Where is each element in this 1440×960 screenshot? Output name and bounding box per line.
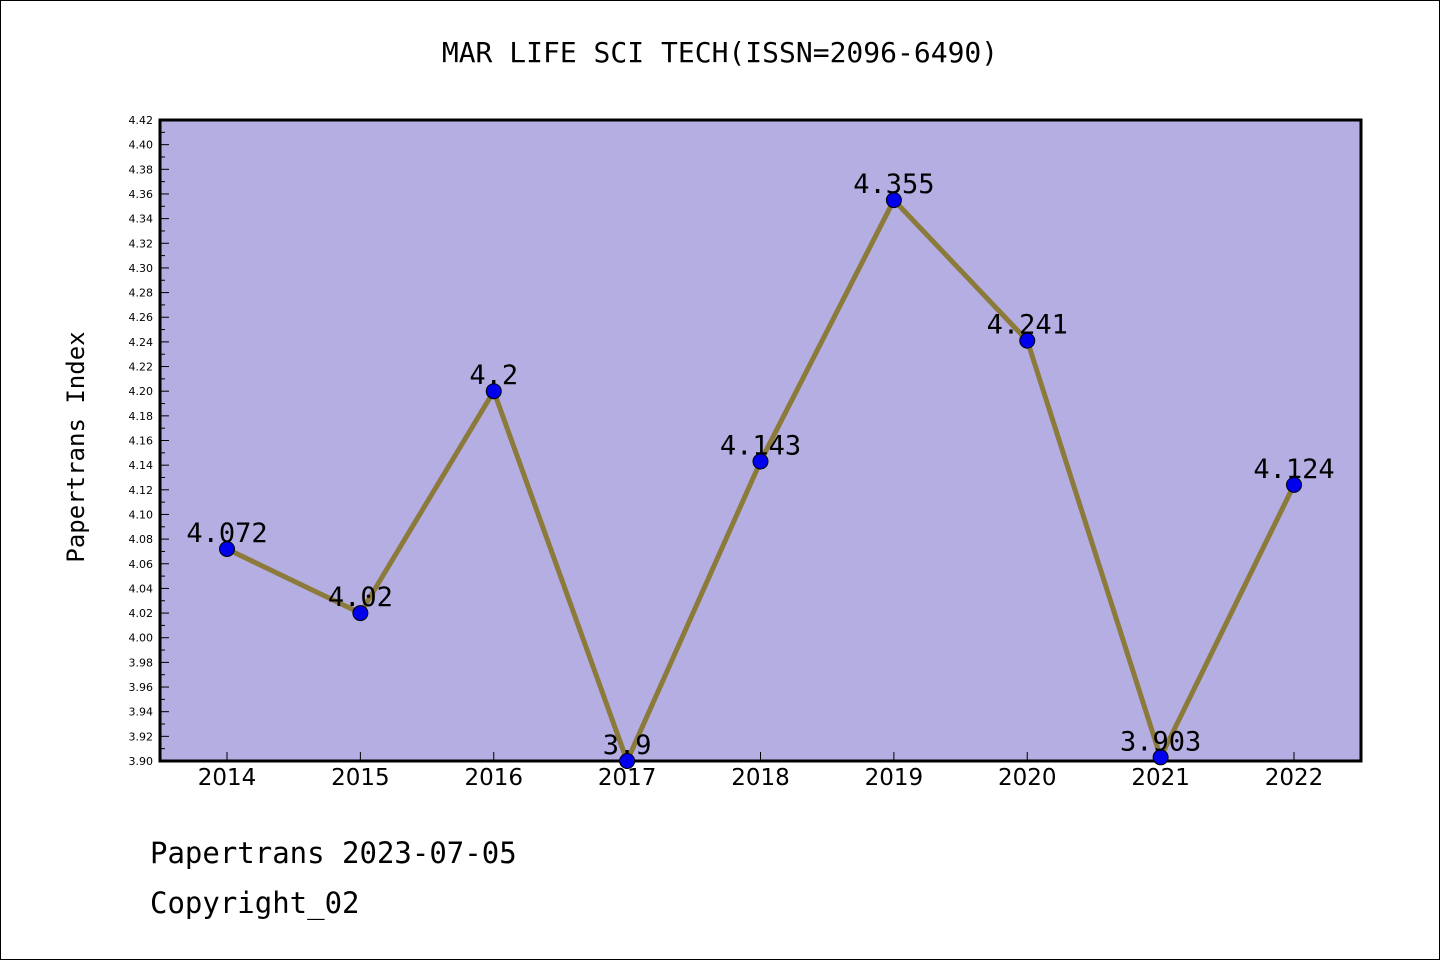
y-tick-label: 4.40: [129, 139, 154, 152]
data-point: [485, 383, 502, 400]
y-tick-label: 4.18: [129, 410, 154, 423]
y-tick-label: 4.06: [129, 558, 154, 571]
y-axis: 3.90 3.92 3.94 3.96 3.98 4.00 4.02 4.04 4.06 4.08…: [129, 114, 169, 768]
y-tick-label: 4.16: [129, 435, 154, 448]
y-tick-label: 4.22: [129, 361, 154, 374]
data-point: [1286, 476, 1302, 493]
y-tick-label: 4.12: [129, 484, 154, 497]
y-tick-label: 4.38: [129, 163, 154, 176]
data-point: [752, 453, 769, 470]
y-tick-label: 3.98: [129, 656, 154, 669]
y-tick-label: 4.20: [129, 385, 154, 398]
y-tick-label: 3.96: [129, 681, 154, 694]
data-label: 3.9: [603, 730, 652, 761]
data-point: [1152, 749, 1169, 766]
data-label: 4.02: [328, 582, 393, 613]
y-tick-label: 4.04: [129, 582, 154, 595]
data-point: [1019, 332, 1036, 349]
footer-date: Papertrans 2023-07-05: [150, 836, 517, 870]
x-tick-label: 2016: [464, 765, 523, 791]
x-tick-label: 2022: [1265, 765, 1324, 791]
data-point: [352, 605, 369, 622]
y-tick-label: 3.94: [129, 706, 154, 719]
y-tick-label: 4.24: [129, 336, 154, 349]
data-label: 4.124: [1253, 454, 1334, 485]
x-tick-label: 2019: [865, 765, 924, 791]
y-tick-label: 4.14: [129, 459, 154, 472]
y-tick-label: 4.00: [129, 632, 154, 645]
y-tick-label: 3.90: [129, 755, 154, 768]
data-point: [219, 540, 235, 557]
data-labels: 4.072 4.02 4.2 3.9 4.143 4.355 4.241 3.903 4.124: [186, 169, 1334, 761]
data-point: [885, 192, 902, 209]
y-tick-label: 4.36: [129, 188, 154, 201]
y-tick-label: 4.28: [129, 287, 154, 300]
y-tick-label: 4.08: [129, 533, 154, 546]
data-point: [619, 753, 636, 769]
data-label: 4.2: [469, 360, 518, 391]
y-tick-label: 4.26: [129, 311, 154, 324]
y-tick-label: 3.92: [129, 730, 154, 743]
x-tick-label: 2017: [598, 765, 657, 791]
x-tick-label: 2015: [331, 765, 390, 791]
data-label: 3.903: [1120, 726, 1201, 757]
y-tick-label: 4.10: [129, 508, 154, 521]
plot-area: [158, 118, 1363, 763]
y-tick-label: 4.30: [129, 262, 154, 275]
footer-copyright: Copyright_02: [150, 886, 360, 920]
y-axis-label: Papertrans Index: [62, 331, 90, 562]
data-markers: [219, 192, 1302, 769]
y-tick-label: 4.34: [129, 213, 154, 226]
x-tick-label: 2014: [198, 765, 257, 791]
x-tick-label: 2020: [998, 765, 1057, 791]
x-axis: 2014 2015 2016 2017 2018 2019 2020 2021 2022: [198, 752, 1324, 791]
y-tick-label: 4.32: [129, 237, 154, 250]
data-label: 4.241: [987, 310, 1068, 341]
y-tick-label: 4.42: [129, 114, 154, 127]
x-tick-label: 2018: [731, 765, 790, 791]
data-label: 4.355: [853, 169, 934, 200]
data-label: 4.143: [720, 430, 801, 461]
chart-title: MAR LIFE SCI TECH(ISSN=2096-6490): [441, 36, 999, 69]
data-label: 4.072: [186, 518, 267, 549]
x-tick-label: 2021: [1131, 765, 1190, 791]
y-tick-label: 4.02: [129, 607, 154, 620]
